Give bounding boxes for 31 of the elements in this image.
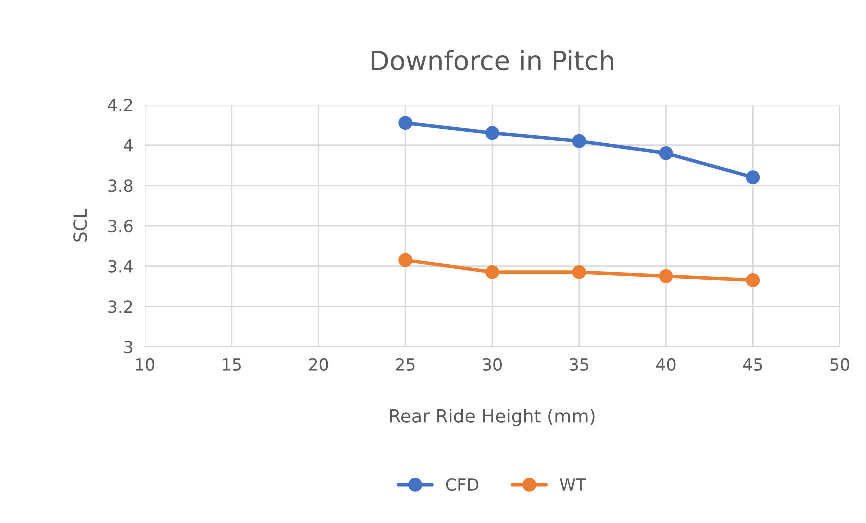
x-tick-label: 40 [656,358,676,372]
x-tick-label: 25 [396,358,415,372]
legend-label: CFD [446,478,479,492]
x-tick-label: 45 [743,358,762,372]
x-tick-label: 15 [223,358,242,372]
y-tick-label: 4.2 [108,98,132,112]
point [486,126,500,140]
point [746,170,760,185]
legend-label: WT [560,478,586,491]
point [659,146,674,160]
x-axis-title: Rear Ride Height (mm) [390,408,595,426]
x-tick-label: 35 [570,358,589,372]
y-tick-label: 3.4 [108,260,133,273]
point [486,265,500,280]
x-tick-label: 10 [136,358,154,372]
x-tick-label: 20 [309,358,328,372]
y-tick-label: 3 [124,340,133,354]
x-tick-label: 50 [830,358,850,372]
y-tick-label: 4 [124,140,133,152]
point [572,134,586,148]
chart-title: Downforce in Pitch [372,50,614,71]
y-axis-title: SCL [74,209,88,242]
y-tick-label: 3.8 [108,180,133,192]
point [398,253,413,268]
x-tick-label: 30 [483,358,502,372]
y-tick-label: 3.2 [108,300,132,314]
y-tick-label: 3.6 [108,220,133,233]
point [572,265,586,280]
point [659,269,674,284]
point [398,116,413,130]
point [746,274,760,288]
